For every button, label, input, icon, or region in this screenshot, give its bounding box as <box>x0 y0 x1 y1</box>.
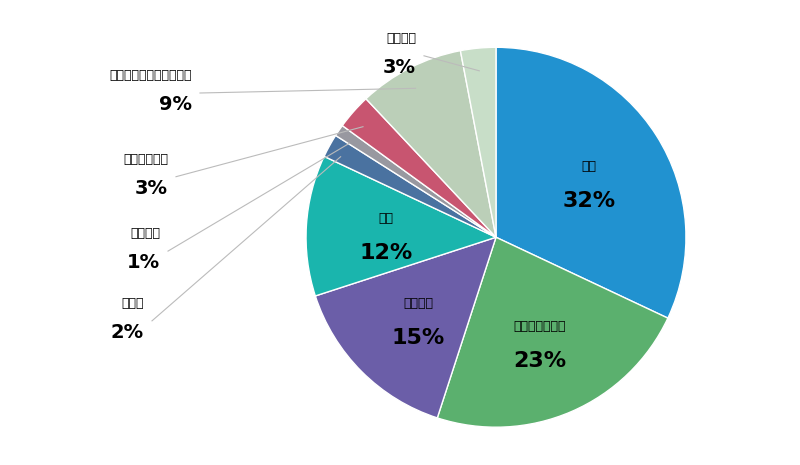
Text: 9%: 9% <box>159 95 192 114</box>
Text: 住宅・エンジニアリング: 住宅・エンジニアリング <box>110 69 192 82</box>
Text: 繊維: 繊維 <box>582 160 597 173</box>
Wedge shape <box>438 237 668 427</box>
Wedge shape <box>366 51 496 237</box>
Text: 複材: 複材 <box>378 213 394 226</box>
Wedge shape <box>496 47 686 318</box>
Wedge shape <box>315 237 496 418</box>
Text: 12%: 12% <box>359 243 413 263</box>
Wedge shape <box>306 156 496 296</box>
Text: 3%: 3% <box>135 179 168 198</box>
Text: フィルム: フィルム <box>403 297 433 310</box>
Wedge shape <box>461 47 496 237</box>
Wedge shape <box>336 126 496 237</box>
Text: 1%: 1% <box>127 253 160 272</box>
Text: 2%: 2% <box>111 323 144 342</box>
Text: 32%: 32% <box>562 191 615 211</box>
Text: 医薬医療: 医薬医療 <box>130 227 160 240</box>
Text: 商事・他: 商事・他 <box>386 32 416 45</box>
Wedge shape <box>324 135 496 237</box>
Text: 樹脂・ケミカル: 樹脂・ケミカル <box>514 320 566 333</box>
Text: 水処理・環境: 水処理・環境 <box>123 153 168 166</box>
Text: 23%: 23% <box>513 351 566 371</box>
Text: 電情材: 電情材 <box>122 297 144 310</box>
Wedge shape <box>342 99 496 237</box>
Text: 3%: 3% <box>383 58 416 77</box>
Text: 15%: 15% <box>391 328 445 348</box>
